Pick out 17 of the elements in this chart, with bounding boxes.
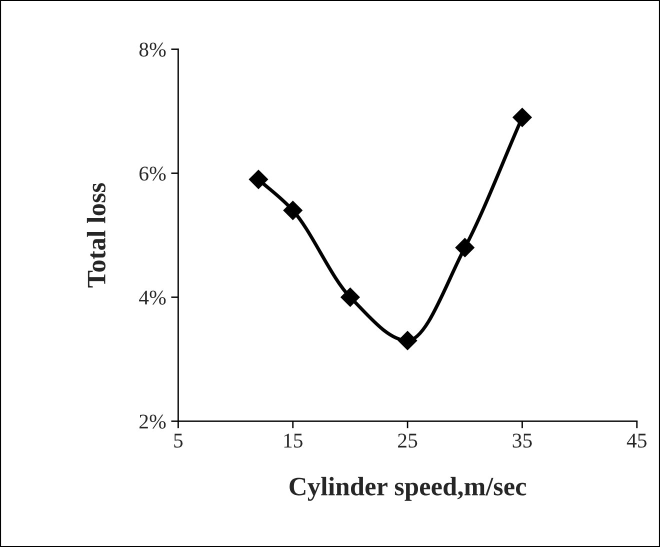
x-tick-label: 45 — [626, 434, 647, 448]
point — [398, 331, 418, 350]
y-tick-label: 8% — [139, 42, 166, 57]
point — [512, 108, 532, 127]
x-axis-title: Cylinder speed,m/sec — [290, 476, 526, 501]
x-tick-label: 35 — [512, 434, 532, 448]
point — [340, 288, 360, 307]
y-tick-label: 2% — [140, 414, 166, 429]
point — [283, 200, 302, 220]
point — [248, 170, 268, 189]
x-tick-label: 15 — [284, 434, 302, 448]
y-tick-label: 4% — [139, 290, 166, 305]
point — [455, 238, 474, 258]
x-tick-label: 25 — [398, 434, 418, 448]
y-axis-title: Total loss — [86, 183, 106, 288]
x-tick-label: 5 — [174, 434, 183, 448]
y-tick-label: 6% — [140, 166, 166, 181]
